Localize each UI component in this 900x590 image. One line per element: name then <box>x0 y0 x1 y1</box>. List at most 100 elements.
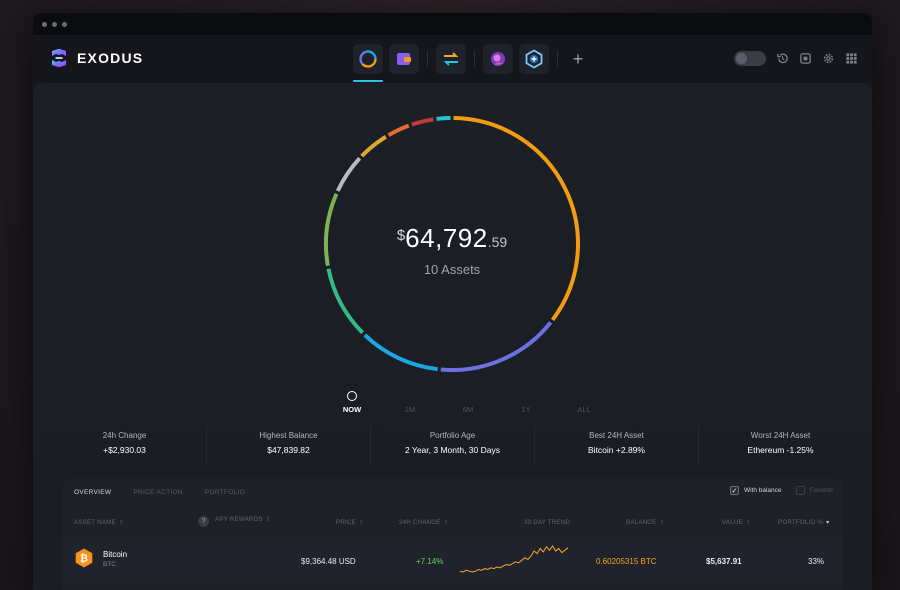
with-balance-filter[interactable]: ✓ With balance <box>729 486 782 495</box>
column-asset-name[interactable]: ASSET NAME ⇕ <box>74 519 124 526</box>
nav-portfolio-button[interactable] <box>353 44 383 82</box>
app-name: EXODUS <box>77 50 144 66</box>
range-1y[interactable]: 1Y <box>497 391 555 414</box>
nav-app-2-button[interactable] <box>519 44 549 74</box>
add-app-button[interactable]: + <box>572 48 584 69</box>
nav-app-1-button[interactable] <box>483 44 513 74</box>
brand: EXODUS <box>49 48 143 68</box>
main-nav: + <box>353 44 590 82</box>
total-cents: .59 <box>487 234 508 250</box>
asset-24h-change: +7.14% <box>416 557 444 566</box>
stat-label: Portfolio Age <box>429 431 476 440</box>
portfolio-stats: 24h Change +$2,930.03 Highest Balance $4… <box>43 425 862 465</box>
column-value[interactable]: VALUE ⇕ <box>722 519 751 526</box>
checkbox-checked-icon[interactable]: ✓ <box>729 486 739 495</box>
stat-label: Highest Balance <box>259 431 318 440</box>
nav-divider <box>557 51 558 67</box>
tab-portfolio[interactable]: PORTFOLIO <box>204 489 245 496</box>
donut-segment[interactable] <box>360 135 387 158</box>
filter-label: Favorite <box>809 487 833 494</box>
donut-segment[interactable] <box>326 268 364 335</box>
asset-value: $5,637.91 <box>706 557 742 566</box>
range-1m[interactable]: 1M <box>381 391 439 414</box>
app-window: EXODUS <box>33 13 872 590</box>
stat-label: 24h Change <box>102 431 147 440</box>
portfolio-main: $64,792.59 10 Assets NOW 1M 6M 1Y ALL 24… <box>33 83 872 590</box>
table-filters: ✓ With balance Favorite <box>729 486 833 495</box>
donut-segment[interactable] <box>363 333 438 372</box>
svg-text:₿: ₿ <box>80 553 88 565</box>
stat-value: Ethereum -1.25% <box>747 445 814 455</box>
column-label: APY REWARDS <box>215 516 263 523</box>
stat-highest-balance: Highest Balance $47,839.82 <box>207 425 371 465</box>
column-apy-rewards[interactable]: ? APY REWARDS ⇕ <box>198 516 271 527</box>
column-price[interactable]: PRICE ⇕ <box>336 519 364 526</box>
stat-value: Bitcoin +2.89% <box>588 445 645 455</box>
stat-value: +$2,930.03 <box>103 445 146 455</box>
stat-portfolio-age: Portfolio Age 2 Year, 3 Month, 30 Days <box>371 425 535 465</box>
table-row[interactable]: ₿ Bitcoin BTC $9,364.48 USD +7.14% 0.602… <box>63 538 843 578</box>
sort-icon: ⇕ <box>118 519 125 526</box>
stat-worst-24h-asset: Worst 24H Asset Ethereum -1.25% <box>699 425 862 465</box>
time-range-selector: NOW 1M 6M 1Y ALL <box>323 391 613 414</box>
apps-grid-icon[interactable] <box>845 52 858 65</box>
range-all[interactable]: ALL <box>555 391 613 414</box>
donut-segment[interactable] <box>335 156 362 192</box>
settings-gear-icon[interactable] <box>822 52 835 65</box>
asset-portfolio-pct: 33% <box>808 557 825 566</box>
info-icon[interactable]: ? <box>198 516 209 527</box>
backup-icon[interactable] <box>799 52 812 65</box>
range-6m[interactable]: 6M <box>439 391 497 414</box>
wallet-icon <box>397 53 411 65</box>
donut-segment[interactable] <box>387 123 410 137</box>
favorite-filter[interactable]: Favorite <box>795 486 833 495</box>
stat-label: Best 24H Asset <box>589 431 644 440</box>
donut-segment[interactable] <box>436 116 451 121</box>
nav-wallet-button[interactable] <box>389 44 419 74</box>
range-now[interactable]: NOW <box>323 391 381 414</box>
window-control-dot[interactable] <box>42 21 47 27</box>
asset-count: 10 Assets <box>423 262 481 277</box>
range-label: ALL <box>577 405 591 414</box>
column-label: 24H CHANGE <box>399 519 441 526</box>
sort-icon: ⇕ <box>659 519 665 526</box>
history-icon[interactable] <box>776 52 789 65</box>
portfolio-total: $64,792.59 10 Assets <box>321 223 583 277</box>
table-header: ASSET NAME ⇕ ? APY REWARDS ⇕ PRICE ⇕ 24H CHA… <box>63 515 843 533</box>
stat-label: Worst 24H Asset <box>750 431 811 440</box>
bitcoin-icon: ₿ <box>75 548 93 568</box>
column-label: ASSET NAME <box>74 519 116 526</box>
stat-value: 2 Year, 3 Month, 30 Days <box>405 445 500 455</box>
trend-line <box>460 545 568 573</box>
asset-symbol: BTC <box>103 561 116 568</box>
range-label: NOW <box>342 405 362 414</box>
column-24h-change[interactable]: 24H CHANGE ⇕ <box>399 519 449 526</box>
lock-toggle[interactable] <box>734 51 766 66</box>
nav-exchange-button[interactable] <box>436 44 466 74</box>
range-label: 1Y <box>521 405 531 414</box>
nav-divider <box>427 51 428 67</box>
sort-icon: ⇕ <box>265 516 271 523</box>
sort-icon: ⇕ <box>745 519 752 526</box>
tab-overview[interactable]: OVERVIEW <box>74 489 112 496</box>
window-control-dot[interactable] <box>62 21 67 27</box>
donut-segment[interactable] <box>324 192 339 267</box>
checkbox-icon[interactable] <box>795 486 805 495</box>
column-portfolio-pct[interactable]: PORTFOLIO % ▾ <box>778 519 829 526</box>
donut-segment[interactable] <box>453 116 580 322</box>
column-balance[interactable]: BALANCE ⇕ <box>626 519 665 526</box>
sort-desc-icon: ▾ <box>826 519 830 526</box>
window-control-dot[interactable] <box>52 21 57 27</box>
nav-right-tools <box>734 51 858 66</box>
donut-segment[interactable] <box>411 117 434 127</box>
trend-sparkline <box>460 545 568 573</box>
donut-segment[interactable] <box>440 321 553 372</box>
exchange-arrows-icon <box>443 52 459 66</box>
currency-symbol: $ <box>396 227 406 244</box>
stat-24h-change: 24h Change +$2,930.03 <box>43 425 207 465</box>
column-label: PRICE <box>336 519 356 526</box>
stat-best-24h-asset: Best 24H Asset Bitcoin +2.89% <box>535 425 699 465</box>
asset-price: $9,364.48 USD <box>301 557 356 566</box>
tab-price-action[interactable]: PRICE ACTION <box>133 489 183 496</box>
portfolio-donut-chart[interactable] <box>321 113 583 375</box>
